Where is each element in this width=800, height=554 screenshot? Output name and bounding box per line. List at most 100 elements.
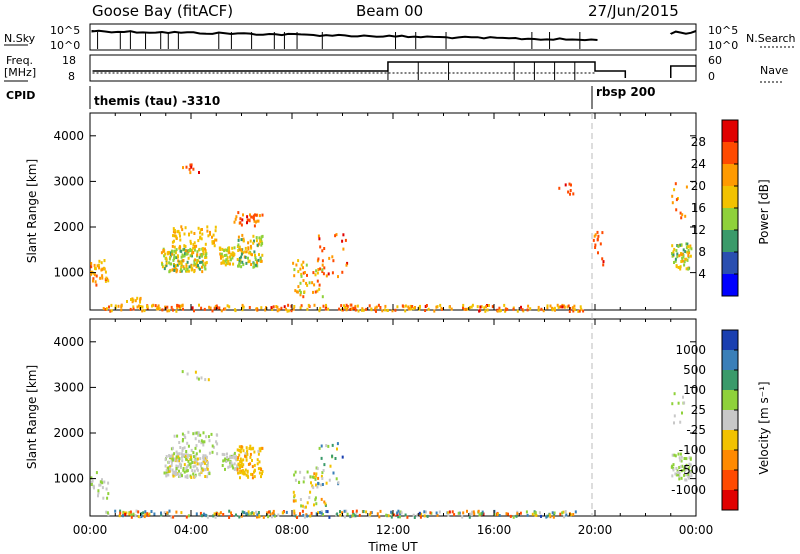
data-cell xyxy=(323,266,326,270)
data-cell xyxy=(312,290,314,294)
data-cell xyxy=(236,258,239,261)
data-cell xyxy=(205,261,208,265)
data-cell xyxy=(178,452,181,456)
data-cell xyxy=(208,439,211,443)
xtick-label: 12:00 xyxy=(376,523,411,537)
data-cell xyxy=(545,515,548,519)
data-cell xyxy=(673,414,676,418)
data-cell xyxy=(292,499,295,503)
data-cell xyxy=(234,217,237,221)
data-cell xyxy=(233,246,236,250)
data-cell xyxy=(255,239,258,243)
data-cell xyxy=(687,254,690,257)
data-cell xyxy=(181,370,184,374)
data-cell xyxy=(105,276,108,280)
data-cell xyxy=(486,308,489,312)
data-cell xyxy=(166,511,169,515)
data-cell xyxy=(256,243,259,247)
data-cell xyxy=(689,463,692,467)
data-cell xyxy=(537,305,540,309)
data-cell xyxy=(215,512,218,515)
data-cell xyxy=(299,293,302,297)
data-cell xyxy=(256,259,259,263)
data-cell xyxy=(252,215,255,219)
data-cell xyxy=(320,497,323,501)
cbar-swatch xyxy=(722,120,738,143)
data-cell xyxy=(232,262,235,266)
data-cell xyxy=(228,464,231,468)
nsky-label: N.Sky xyxy=(4,32,36,45)
cbar-tick-label: -100 xyxy=(679,443,706,457)
data-cell xyxy=(199,228,202,232)
data-cell xyxy=(227,261,230,265)
data-cell xyxy=(672,466,675,470)
data-cell xyxy=(199,457,202,461)
data-cell xyxy=(184,436,187,440)
data-cell xyxy=(687,467,690,471)
data-cell xyxy=(346,512,349,516)
data-cell xyxy=(572,513,575,516)
data-cell xyxy=(119,509,122,513)
data-cell xyxy=(313,476,316,479)
data-cell xyxy=(519,511,522,515)
data-cell xyxy=(375,305,378,309)
data-cell xyxy=(233,220,236,224)
data-cell xyxy=(106,511,109,515)
data-cell xyxy=(317,234,320,238)
data-cell xyxy=(192,455,195,459)
data-cell xyxy=(208,472,211,476)
data-cell xyxy=(190,230,193,234)
data-cell xyxy=(171,240,174,244)
cbar-swatch xyxy=(722,390,738,411)
data-cell xyxy=(126,300,128,303)
data-cell xyxy=(318,446,321,450)
data-cell xyxy=(287,303,290,307)
data-cell xyxy=(130,298,132,301)
data-cell xyxy=(193,241,196,245)
data-cell xyxy=(686,242,689,246)
data-cell xyxy=(226,452,228,456)
data-cell xyxy=(168,460,170,464)
data-cell xyxy=(233,451,236,455)
data-cell xyxy=(130,515,133,519)
data-cell xyxy=(414,306,416,309)
data-cell xyxy=(464,307,467,311)
data-cell xyxy=(173,264,175,268)
data-cell xyxy=(549,304,552,308)
data-cell xyxy=(526,308,529,312)
data-cell xyxy=(261,213,264,217)
data-cell xyxy=(194,431,197,435)
data-cell xyxy=(321,477,324,480)
data-cell xyxy=(257,258,260,262)
data-cell xyxy=(100,261,103,265)
data-cell xyxy=(247,247,250,251)
data-cell xyxy=(197,226,200,230)
data-cell xyxy=(190,448,193,452)
data-cell xyxy=(173,229,176,232)
data-cell xyxy=(376,512,379,516)
data-cell xyxy=(179,446,182,449)
data-cell xyxy=(176,230,179,234)
data-cell xyxy=(335,233,338,237)
data-cell xyxy=(207,461,209,465)
data-cell xyxy=(202,252,205,256)
data-cell xyxy=(185,469,188,473)
data-cell xyxy=(185,457,188,461)
data-cell xyxy=(246,218,249,222)
data-cell xyxy=(101,276,104,280)
data-cell xyxy=(228,516,231,519)
data-cell xyxy=(190,265,193,269)
data-cell xyxy=(171,268,174,272)
data-cell xyxy=(256,308,259,312)
data-cell xyxy=(477,509,480,513)
data-cell xyxy=(525,510,528,514)
data-cell xyxy=(450,307,453,311)
data-cell xyxy=(250,512,253,516)
data-cell xyxy=(203,265,206,269)
data-cell xyxy=(592,238,595,242)
data-cell xyxy=(677,473,680,477)
data-cell xyxy=(461,515,464,519)
data-cell xyxy=(343,509,346,513)
data-cell xyxy=(139,298,142,302)
data-cell xyxy=(105,510,108,514)
